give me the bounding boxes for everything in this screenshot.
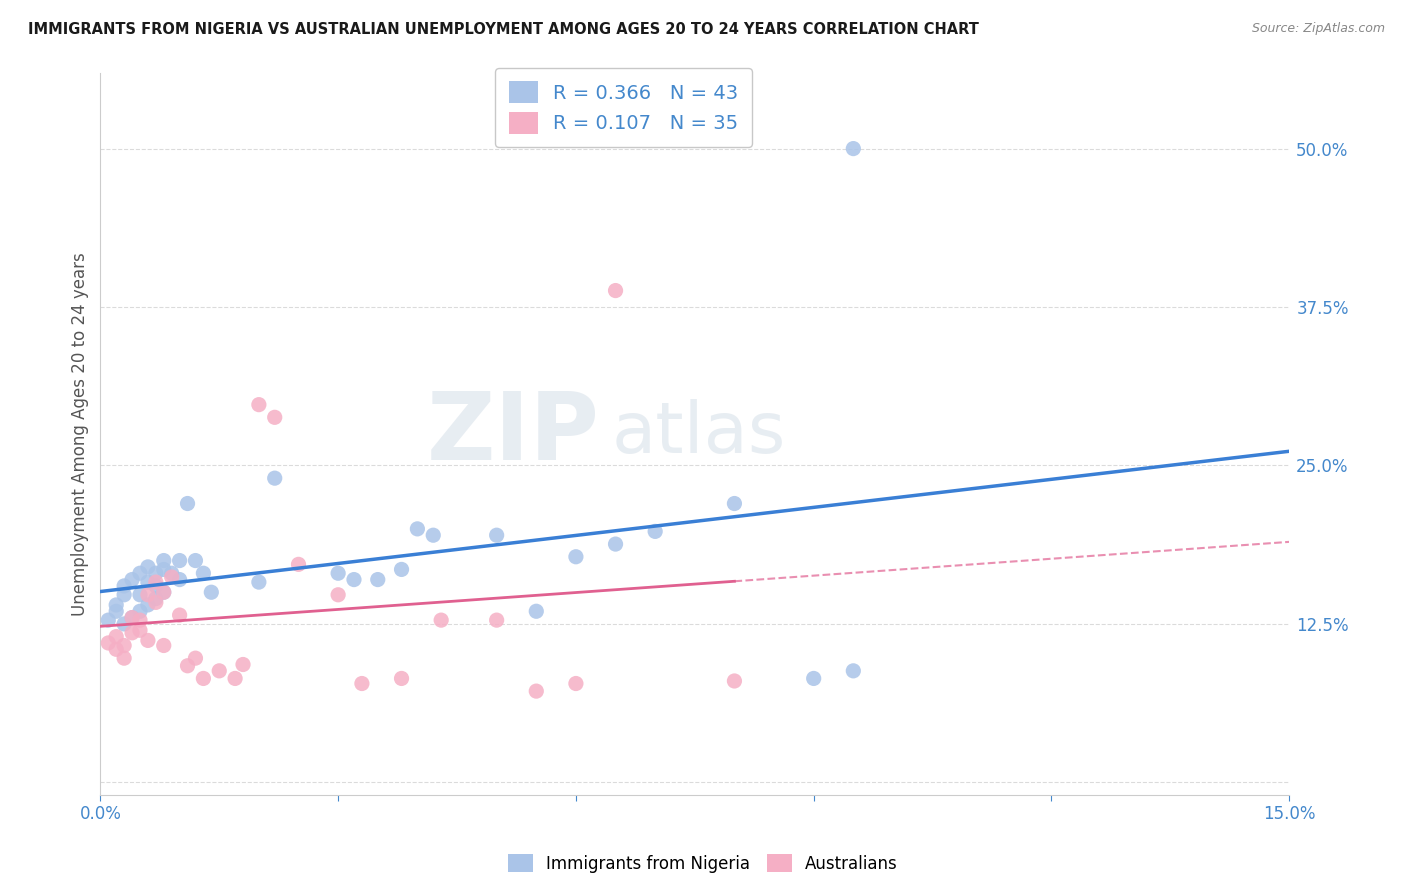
Point — [105, 630, 128, 644]
Point — [145, 579, 167, 593]
Point — [842, 142, 865, 156]
Point — [112, 579, 135, 593]
Point — [160, 570, 183, 584]
Point — [121, 610, 143, 624]
Text: atlas: atlas — [612, 400, 786, 468]
Point — [112, 616, 135, 631]
Point — [129, 624, 152, 638]
Point — [326, 588, 349, 602]
Point — [129, 604, 152, 618]
Point — [112, 651, 135, 665]
Point — [136, 560, 159, 574]
Point — [169, 553, 191, 567]
Point — [193, 566, 215, 581]
Text: Source: ZipAtlas.com: Source: ZipAtlas.com — [1251, 22, 1385, 36]
Point — [176, 658, 198, 673]
Point — [129, 566, 152, 581]
Point — [565, 676, 588, 690]
Point — [145, 595, 167, 609]
Point — [605, 537, 627, 551]
Point — [287, 558, 309, 572]
Point — [524, 604, 547, 618]
Point — [145, 566, 167, 581]
Point — [263, 471, 285, 485]
Point — [152, 639, 174, 653]
Point — [391, 672, 413, 686]
Point — [184, 651, 207, 665]
Point — [152, 562, 174, 576]
Point — [232, 657, 254, 672]
Point — [193, 672, 215, 686]
Point — [247, 575, 270, 590]
Point — [200, 585, 222, 599]
Point — [247, 398, 270, 412]
Point — [97, 636, 120, 650]
Point — [485, 613, 508, 627]
Point — [136, 575, 159, 590]
Point — [160, 566, 183, 581]
Point — [485, 528, 508, 542]
Point — [136, 588, 159, 602]
Point — [112, 588, 135, 602]
Point — [97, 613, 120, 627]
Point — [842, 664, 865, 678]
Text: ZIP: ZIP — [427, 388, 600, 480]
Point — [152, 553, 174, 567]
Point — [326, 566, 349, 581]
Point — [644, 524, 666, 539]
Point — [121, 610, 143, 624]
Point — [129, 588, 152, 602]
Point — [524, 684, 547, 698]
Y-axis label: Unemployment Among Ages 20 to 24 years: Unemployment Among Ages 20 to 24 years — [72, 252, 89, 615]
Point — [145, 591, 167, 606]
Point — [224, 672, 246, 686]
Point — [169, 608, 191, 623]
Point — [145, 575, 167, 590]
Point — [176, 496, 198, 510]
Point — [169, 573, 191, 587]
Point — [105, 642, 128, 657]
Point — [723, 673, 745, 688]
Point — [105, 604, 128, 618]
Point — [121, 573, 143, 587]
Text: IMMIGRANTS FROM NIGERIA VS AUSTRALIAN UNEMPLOYMENT AMONG AGES 20 TO 24 YEARS COR: IMMIGRANTS FROM NIGERIA VS AUSTRALIAN UN… — [28, 22, 979, 37]
Point — [605, 284, 627, 298]
Point — [184, 553, 207, 567]
Point — [105, 598, 128, 612]
Point — [136, 598, 159, 612]
Legend: R = 0.366   N = 43, R = 0.107   N = 35: R = 0.366 N = 43, R = 0.107 N = 35 — [495, 68, 752, 147]
Point — [343, 573, 366, 587]
Point — [803, 672, 825, 686]
Point — [112, 639, 135, 653]
Point — [406, 522, 429, 536]
Point — [263, 410, 285, 425]
Point — [565, 549, 588, 564]
Point — [430, 613, 453, 627]
Point — [129, 613, 152, 627]
Point — [391, 562, 413, 576]
Point — [208, 664, 231, 678]
Point — [350, 676, 373, 690]
Point — [121, 625, 143, 640]
Point — [152, 585, 174, 599]
Point — [152, 585, 174, 599]
Point — [723, 496, 745, 510]
Point — [136, 633, 159, 648]
Point — [422, 528, 444, 542]
Point — [367, 573, 389, 587]
Legend: Immigrants from Nigeria, Australians: Immigrants from Nigeria, Australians — [502, 847, 904, 880]
